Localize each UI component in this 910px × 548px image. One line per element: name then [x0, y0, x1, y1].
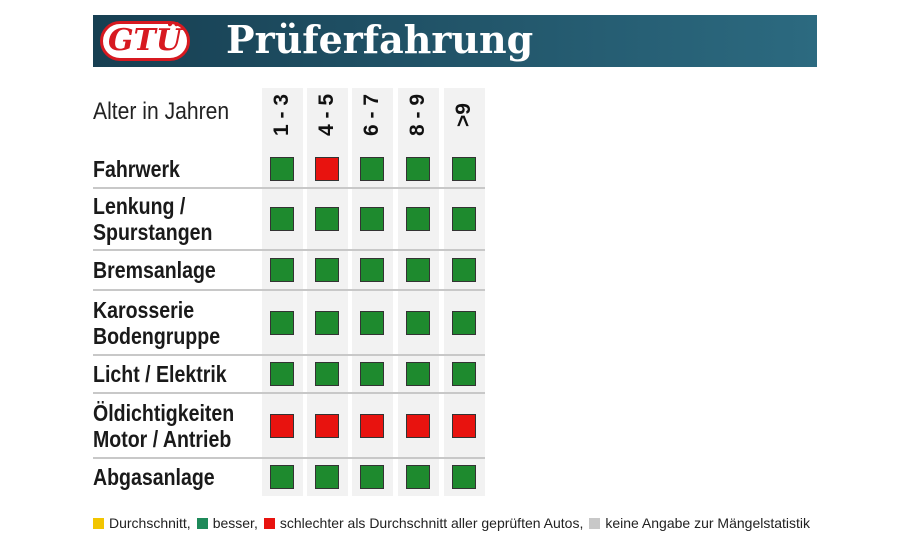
status-cell: [406, 157, 430, 181]
status-cell: [452, 362, 476, 386]
status-cell: [452, 258, 476, 282]
status-cell: [315, 157, 339, 181]
status-cell: [315, 310, 339, 335]
legend-swatch: [263, 517, 275, 529]
legend-item: besser,: [196, 515, 258, 531]
row-label-line: Licht / Elektrik: [93, 361, 227, 387]
row-label: Fahrwerk: [93, 156, 180, 182]
status-cell: [452, 413, 476, 438]
legend-label: Durchschnitt,: [109, 515, 191, 531]
status-cell: [360, 207, 384, 231]
status-cell: [270, 157, 294, 181]
legend: Durchschnitt, besser, schlechter als Durch…: [93, 515, 816, 531]
status-cell: [452, 157, 476, 181]
row-label: Licht / Elektrik: [93, 361, 227, 387]
logo: GTÜ: [100, 21, 190, 61]
row-label: Lenkung / Spurstangen: [93, 193, 212, 245]
status-cell: [452, 310, 476, 335]
row-label-line: Abgasanlage: [93, 464, 215, 490]
row-label: Öldichtigkeiten Motor / Antrieb: [93, 400, 234, 452]
column-header: >9: [452, 103, 475, 127]
status-cell: [406, 362, 430, 386]
status-cell: [406, 310, 430, 335]
status-cell: [270, 258, 294, 282]
status-cell: [270, 362, 294, 386]
row-label: Bremsanlage: [93, 257, 216, 283]
legend-label: keine Angabe zur Mängelstatistik: [605, 515, 811, 531]
row-separator: [93, 354, 485, 356]
status-cell: [315, 362, 339, 386]
row-label-line: Bodengruppe: [93, 322, 221, 349]
status-cell: [406, 413, 430, 438]
status-cell: [315, 207, 339, 231]
status-cell: [406, 465, 430, 489]
row-label-line: Öldichtigkeiten: [93, 399, 235, 426]
legend-item: schlechter als Durchschnitt aller geprüf…: [263, 515, 584, 531]
status-cell: [360, 465, 384, 489]
status-cell: [270, 413, 294, 438]
row-label-line: Bremsanlage: [93, 257, 216, 283]
status-cell: [406, 258, 430, 282]
row-label-line: Lenkung /: [93, 193, 186, 219]
status-cell: [360, 310, 384, 335]
status-cell: [270, 207, 294, 231]
legend-item: keine Angabe zur Mängelstatistik: [589, 515, 810, 531]
column-header: 8 - 9: [406, 93, 429, 137]
row-label: Karosserie Bodengruppe: [93, 297, 220, 349]
row-separator: [93, 289, 485, 291]
status-cell: [452, 465, 476, 489]
status-cell: [315, 413, 339, 438]
status-cell: [315, 258, 339, 282]
status-cell: [360, 362, 384, 386]
row-label: Abgasanlage: [93, 464, 215, 490]
legend-label: besser,: [212, 515, 258, 531]
status-cell: [315, 465, 339, 489]
legend-swatch: [589, 517, 601, 529]
legend-swatch: [196, 517, 208, 529]
row-label-line: Fahrwerk: [93, 156, 180, 182]
legend-item: Durchschnitt,: [93, 515, 191, 531]
title: Prüferfahrung: [226, 17, 534, 62]
row-separator: [93, 392, 485, 394]
column-header: 4 - 5: [315, 93, 338, 137]
legend-swatch: [93, 517, 104, 529]
row-label-line: Motor / Antrieb: [93, 425, 232, 452]
column-header: 1 - 3: [270, 93, 293, 137]
row-separator: [93, 249, 485, 251]
row-separator: [93, 187, 485, 189]
status-cell: [270, 310, 294, 335]
status-cell: [360, 157, 384, 181]
legend-label: schlechter als Durchschnitt aller geprüf…: [279, 515, 584, 531]
row-label-line: Karosserie: [93, 296, 195, 323]
status-cell: [360, 258, 384, 282]
corner-label: Alter in Jahren: [93, 98, 230, 125]
header-bar: [93, 15, 817, 67]
status-cell: [270, 465, 294, 489]
row-label-line: Spurstangen: [93, 219, 213, 245]
column-header: 6 - 7: [360, 93, 383, 137]
row-separator: [93, 457, 485, 459]
status-cell: [406, 207, 430, 231]
status-cell: [360, 413, 384, 438]
status-cell: [452, 207, 476, 231]
